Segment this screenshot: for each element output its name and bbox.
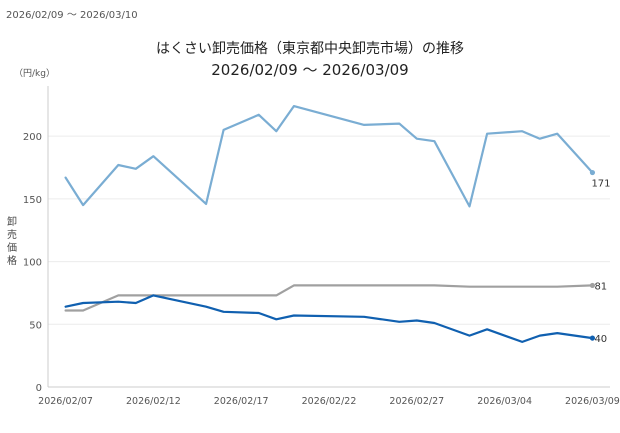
y-tick-label: 0 — [36, 383, 42, 394]
series-line-3 — [64, 294, 594, 343]
y-tick-label: 100 — [23, 258, 42, 269]
x-tick-label: 2026/03/09 — [565, 396, 620, 407]
x-tick-label: 2026/02/07 — [38, 396, 93, 407]
series-end-label-1: 171 — [591, 179, 610, 190]
series-end-point-1 — [589, 169, 596, 176]
x-tick-label: 2026/03/04 — [477, 396, 532, 407]
x-tick-label: 2026/02/22 — [302, 396, 357, 407]
x-tick-label: 2026/02/12 — [126, 396, 181, 407]
y-axis-unit: （円/kg） — [14, 69, 55, 79]
y-tick-label: 200 — [23, 132, 42, 143]
chart-title: はくさい卸売価格（東京都中央卸売市場）の推移 — [156, 41, 464, 57]
series-line-2 — [64, 284, 594, 312]
series-end-point-3 — [589, 335, 596, 341]
x-tick-label: 2026/02/17 — [214, 396, 269, 407]
date-range-label: 2026/02/09 ～ 2026/03/10 — [6, 10, 138, 21]
y-axis-label: 卸売価格 — [7, 217, 17, 267]
series-end-label-3: 40 — [594, 334, 607, 345]
x-tick-label: 2026/02/27 — [389, 396, 444, 407]
chart-subtitle: 2026/02/09 ～ 2026/03/09 — [211, 61, 409, 79]
y-tick-label: 50 — [29, 320, 42, 331]
series-end-point-2 — [589, 282, 596, 289]
series-line-1 — [64, 104, 594, 208]
series-end-label-2: 81 — [594, 281, 607, 292]
y-tick-label: 150 — [23, 195, 42, 206]
